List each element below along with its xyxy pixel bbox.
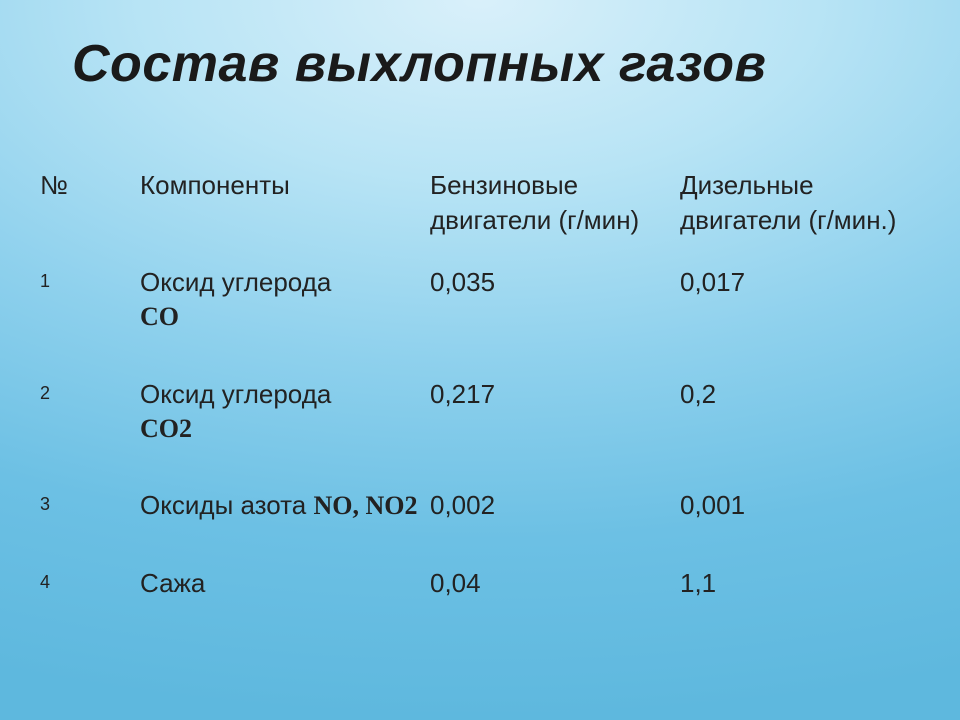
component-text: Оксид углерода <box>140 379 331 409</box>
cell-petrol: 0,217 <box>430 378 680 490</box>
cell-component: Оксиды азота NO, NO2 <box>140 489 430 567</box>
cell-petrol: 0,035 <box>430 266 680 378</box>
col-petrol: Бензиновые двигатели (г/мин) <box>430 168 680 266</box>
component-text: Оксиды азота <box>140 490 313 520</box>
col-components: Компоненты <box>140 168 430 266</box>
cell-component: Сажа <box>140 567 430 645</box>
table-header-row: № Компоненты Бензиновые двигатели (г/мин… <box>40 168 920 266</box>
cell-num: 3 <box>40 489 140 567</box>
component-text: Оксид углерода <box>140 267 331 297</box>
component-formula: CO2 <box>140 414 192 443</box>
cell-num: 4 <box>40 567 140 645</box>
exhaust-composition-table: № Компоненты Бензиновые двигатели (г/мин… <box>40 168 920 645</box>
table-row: 1 Оксид углерода CO 0,035 0,017 <box>40 266 920 378</box>
cell-petrol: 0,04 <box>430 567 680 645</box>
cell-petrol: 0,002 <box>430 489 680 567</box>
component-text: Сажа <box>140 568 205 598</box>
slide-title: Состав выхлопных газов <box>0 0 960 94</box>
col-diesel: Дизельные двигатели (г/мин.) <box>680 168 920 266</box>
table-row: 3 Оксиды азота NO, NO2 0,002 0,001 <box>40 489 920 567</box>
cell-diesel: 0,2 <box>680 378 920 490</box>
col-number: № <box>40 168 140 266</box>
table-row: 4 Сажа 0,04 1,1 <box>40 567 920 645</box>
component-formula: CO <box>140 302 179 331</box>
cell-component: Оксид углерода CO <box>140 266 430 378</box>
cell-diesel: 0,017 <box>680 266 920 378</box>
cell-num: 2 <box>40 378 140 490</box>
cell-num: 1 <box>40 266 140 378</box>
table-row: 2 Оксид углерода CO2 0,217 0,2 <box>40 378 920 490</box>
cell-diesel: 0,001 <box>680 489 920 567</box>
cell-component: Оксид углерода CO2 <box>140 378 430 490</box>
component-formula: NO, NO2 <box>313 491 417 520</box>
cell-diesel: 1,1 <box>680 567 920 645</box>
